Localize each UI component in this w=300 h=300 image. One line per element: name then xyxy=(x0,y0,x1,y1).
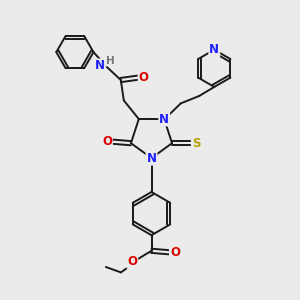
Text: S: S xyxy=(192,137,200,150)
Text: O: O xyxy=(139,71,148,84)
Text: H: H xyxy=(106,56,115,65)
Text: N: N xyxy=(95,59,105,72)
Text: O: O xyxy=(102,135,112,148)
Text: N: N xyxy=(146,152,157,165)
Text: N: N xyxy=(159,112,169,125)
Text: O: O xyxy=(170,246,180,259)
Text: O: O xyxy=(127,255,137,268)
Text: N: N xyxy=(209,43,219,56)
